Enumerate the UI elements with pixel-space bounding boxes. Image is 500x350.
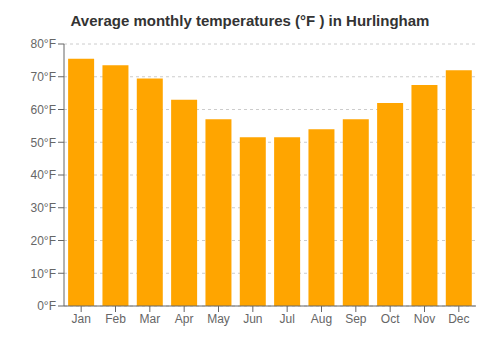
svg-text:70°F: 70°F xyxy=(31,70,56,84)
svg-text:10°F: 10°F xyxy=(31,267,56,281)
svg-text:Oct: Oct xyxy=(381,312,400,326)
svg-text:Mar: Mar xyxy=(139,312,160,326)
svg-text:May: May xyxy=(207,312,230,326)
html-text:Average monthly temperatures (: Average monthly temperatures (°F ) in Hu… xyxy=(70,12,430,29)
svg-text:30°F: 30°F xyxy=(31,201,56,215)
svg-text:Dec: Dec xyxy=(448,312,469,326)
svg-text:20°F: 20°F xyxy=(31,234,56,248)
svg-text:Jul: Jul xyxy=(279,312,294,326)
svg-text:80°F: 80°F xyxy=(31,37,56,51)
svg-text:Jun: Jun xyxy=(243,312,262,326)
svg-text:40°F: 40°F xyxy=(31,168,56,182)
svg-text:0°F: 0°F xyxy=(37,299,56,313)
svg-text:Jan: Jan xyxy=(71,312,90,326)
svg-text:Feb: Feb xyxy=(105,312,126,326)
svg-text:Apr: Apr xyxy=(175,312,194,326)
svg-text:Nov: Nov xyxy=(414,312,435,326)
svg-text:Sep: Sep xyxy=(345,312,367,326)
svg-text:Aug: Aug xyxy=(311,312,332,326)
svg-text:50°F: 50°F xyxy=(31,136,56,150)
svg-text:60°F: 60°F xyxy=(31,103,56,117)
